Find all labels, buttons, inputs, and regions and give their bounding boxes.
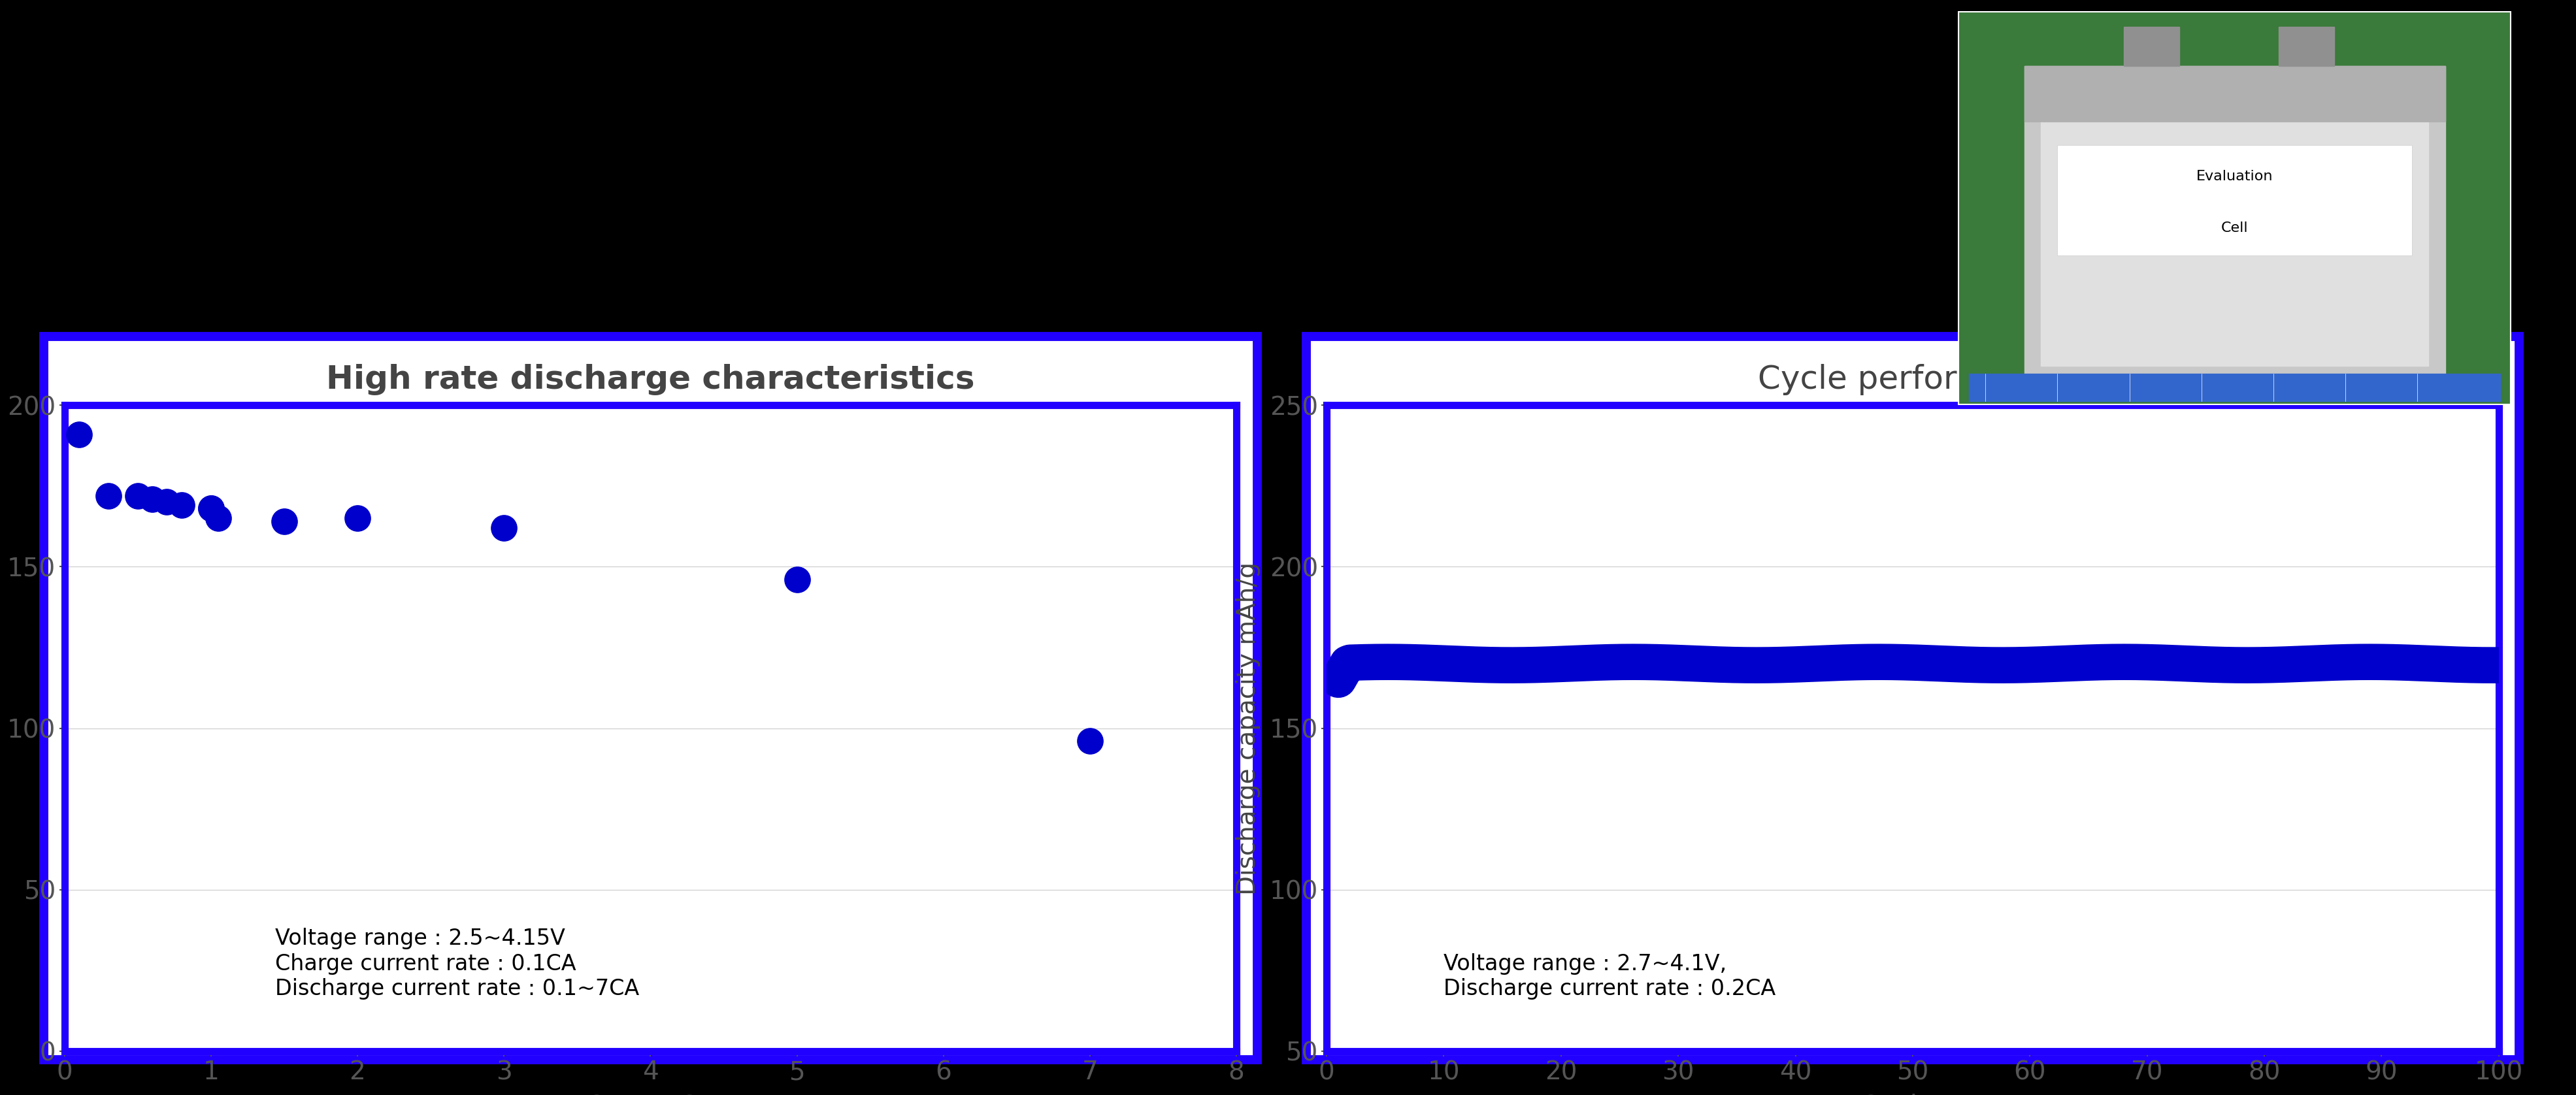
- Bar: [2040, 82, 2429, 366]
- Point: [88, 487, 129, 505]
- Title: Cycle performance: Cycle performance: [1759, 364, 2066, 395]
- X-axis label: C-rate CA: C-rate CA: [585, 1094, 716, 1095]
- Text: Voltage range : 2.7~4.1V,
Discharge current rate : 0.2CA: Voltage range : 2.7~4.1V, Discharge curr…: [1443, 953, 1775, 1000]
- Text: Cell: Cell: [2221, 221, 2249, 234]
- Point: [263, 512, 304, 530]
- Point: [116, 487, 157, 505]
- Point: [160, 496, 204, 514]
- Point: [191, 499, 232, 517]
- X-axis label: Cycle #: Cycle #: [1860, 1094, 1965, 1095]
- Point: [775, 570, 817, 588]
- Bar: [1968, 373, 2501, 401]
- Bar: [2123, 26, 2179, 66]
- Point: [191, 499, 232, 517]
- Text: Voltage range : 2.5~4.15V
Charge current rate : 0.1CA
Discharge current rate : 0: Voltage range : 2.5~4.15V Charge current…: [276, 929, 639, 1000]
- Text: Evaluation: Evaluation: [2197, 170, 2272, 183]
- Point: [198, 509, 240, 527]
- Point: [147, 493, 188, 510]
- Point: [59, 426, 100, 443]
- Bar: [2280, 26, 2334, 66]
- Bar: [2025, 66, 2445, 381]
- Point: [1069, 733, 1110, 750]
- Title: High rate discharge characteristics: High rate discharge characteristics: [327, 364, 974, 395]
- Point: [337, 509, 379, 527]
- Bar: [2058, 145, 2411, 255]
- Point: [131, 491, 173, 508]
- Y-axis label: Discharge capacity mAh/g: Discharge capacity mAh/g: [1236, 562, 1260, 895]
- Bar: [2025, 66, 2445, 122]
- Point: [484, 519, 526, 537]
